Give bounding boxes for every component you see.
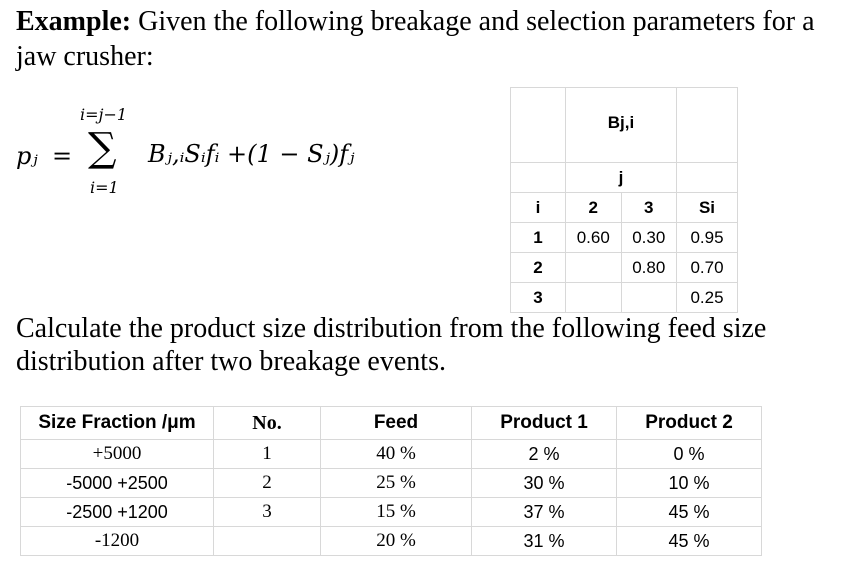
- product-2-cell: 45 %: [616, 526, 762, 556]
- feed-cell: 40 %: [320, 439, 472, 469]
- number-cell: 1: [213, 439, 321, 469]
- product-1-cell: 31 %: [471, 526, 617, 556]
- table-row: 1 0.60 0.30 0.95: [510, 222, 738, 253]
- product-1-cell: 37 %: [471, 497, 617, 527]
- example-label: Example:: [16, 6, 132, 37]
- size-fraction-cell: -5000 +2500: [20, 468, 214, 498]
- header-i: i: [535, 197, 541, 217]
- equals-sign: =: [52, 142, 73, 170]
- table-row: 2 0.80 0.70: [510, 252, 738, 283]
- selection-value: 0.95: [676, 222, 738, 253]
- table-row: +5000 1 40 % 2 % 0 %: [20, 439, 762, 469]
- feed-cell: 25 %: [320, 468, 472, 498]
- col-label-3: 3: [644, 197, 654, 217]
- col-label-cell: 2: [565, 192, 622, 223]
- col-label-cell: Si: [676, 192, 738, 223]
- table-cell-blank: [676, 162, 738, 193]
- summation-sign: ∑: [88, 125, 117, 171]
- product-1-cell: 2 %: [471, 439, 617, 469]
- selection-value: 0.25: [676, 282, 738, 313]
- breakage-value: 0.30: [620, 222, 677, 253]
- product-1-cell: 30 %: [471, 468, 617, 498]
- header-j-cell: j: [565, 162, 677, 193]
- product-2-cell: 45 %: [616, 497, 762, 527]
- header-i-cell: i: [510, 192, 566, 223]
- header-bji-cell: Bj,i: [565, 87, 677, 163]
- header-no: No.: [213, 406, 321, 440]
- number-cell: 2: [213, 468, 321, 498]
- size-fraction-cell: -2500 +1200: [20, 497, 214, 527]
- selection-value: 0.70: [676, 252, 738, 283]
- table-cell-blank: [676, 87, 738, 163]
- table-cell-blank: [510, 162, 566, 193]
- table-cell-blank: [510, 87, 566, 163]
- header-size-fraction: Size Fraction /μm: [20, 406, 214, 440]
- row-index: 2: [533, 257, 543, 277]
- sum-upper-limit: i=j−1: [80, 105, 128, 124]
- feed-cell: 15 %: [320, 497, 472, 527]
- product-2-cell: 10 %: [616, 468, 762, 498]
- table-row: 3 0.25: [510, 282, 738, 313]
- product-size-equation: i=j−1 ∑ i=1 pⱼ = Bⱼ,ᵢSᵢfᵢ +(1 − Sⱼ)fⱼ: [0, 100, 420, 210]
- number-cell: [213, 526, 321, 556]
- equation-lhs: pⱼ: [16, 142, 38, 170]
- table-row: -5000 +2500 2 25 % 30 % 10 %: [20, 468, 762, 498]
- col-label-2: 2: [588, 197, 598, 217]
- sum-lower-limit: i=1: [90, 178, 119, 197]
- breakage-selection-table: Bj,i j i 2 3 Si 1 0.60 0.30 0.95 2 0.80 …: [510, 87, 738, 313]
- equation-rhs: Bⱼ,ᵢSᵢfᵢ +(1 − Sⱼ)fⱼ: [148, 140, 355, 168]
- row-index: 3: [533, 287, 543, 307]
- breakage-value: [565, 252, 622, 283]
- breakage-value: 0.80: [620, 252, 677, 283]
- header-product-1: Product 1: [471, 406, 617, 440]
- header-j: j: [618, 167, 624, 187]
- col-label-cell: 3: [620, 192, 677, 223]
- col-label-si: Si: [698, 197, 716, 217]
- header-bji: Bj,i: [607, 113, 635, 132]
- header-product-2: Product 2: [616, 406, 762, 440]
- table-header-row: Size Fraction /μm No. Feed Product 1 Pro…: [20, 406, 762, 440]
- intro-paragraph: Example: Given the following breakage an…: [16, 4, 831, 74]
- header-feed: Feed: [320, 406, 472, 440]
- table-row: -2500 +1200 3 15 % 37 % 45 %: [20, 497, 762, 527]
- breakage-value: 0.60: [565, 222, 622, 253]
- row-index: 1: [533, 227, 543, 247]
- breakage-value: [565, 282, 622, 313]
- intro-text: Given the following breakage and selecti…: [16, 6, 815, 72]
- feed-cell: 20 %: [320, 526, 472, 556]
- size-fraction-cell: +5000: [20, 439, 214, 469]
- breakage-value: [620, 282, 677, 313]
- size-distribution-table: Size Fraction /μm No. Feed Product 1 Pro…: [20, 406, 762, 556]
- product-2-cell: 0 %: [616, 439, 762, 469]
- size-fraction-cell: -1200: [20, 526, 214, 556]
- number-cell: 3: [213, 497, 321, 527]
- table-row: -1200 20 % 31 % 45 %: [20, 526, 762, 556]
- question-text: Calculate the product size distribution …: [16, 313, 767, 377]
